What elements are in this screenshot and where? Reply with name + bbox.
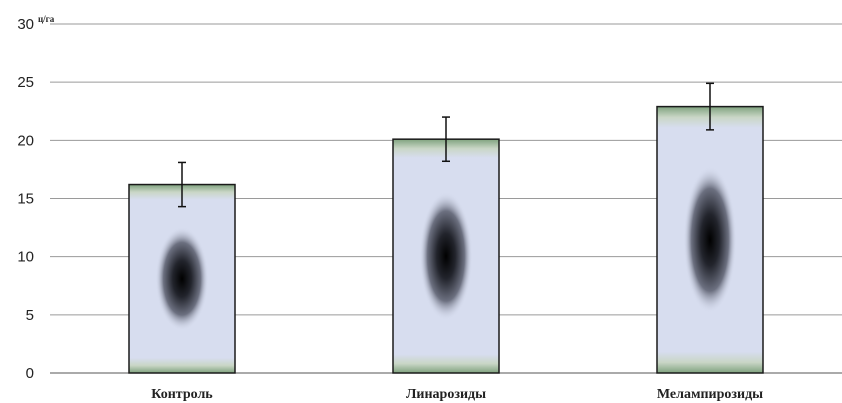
bar-shading [155,226,209,331]
y-tick-label: 10 [17,249,34,266]
bar-shading [419,191,473,321]
category-label: Линарозиды [406,387,486,402]
category-label: Мелампирозиды [657,387,763,402]
error-bar-3 [706,82,714,131]
category-labels: Контроль Линарозиды Мелампирозиды [151,387,763,402]
y-tick-label: 25 [17,74,34,91]
y-tick-label: 0 [26,365,34,382]
y-tick-label: 20 [17,132,34,149]
bar-shading [683,166,737,314]
y-tick-label: 15 [17,191,34,208]
category-label: Контроль [151,387,213,402]
bar-2 [392,138,500,374]
bars [128,105,764,374]
y-axis-unit-label: ц/га [38,14,55,24]
y-axis-ticks: 0 5 10 15 20 25 30 [17,16,34,382]
bar-3 [656,105,764,374]
y-tick-label: 5 [26,307,34,324]
error-bars [178,82,714,208]
error-bar-1 [178,161,186,208]
y-tick-label: 30 [17,16,34,33]
bar-1 [128,183,236,374]
error-bar-2 [442,116,450,163]
